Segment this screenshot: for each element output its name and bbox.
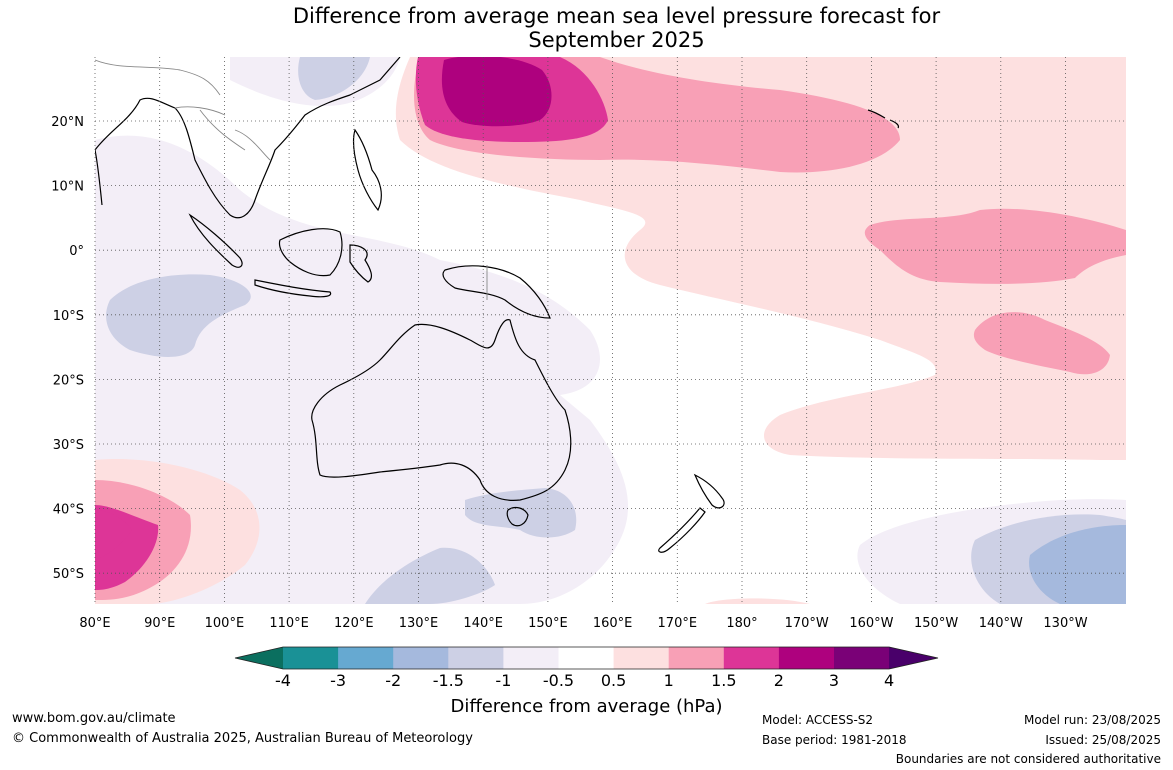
borneo-outline	[278, 228, 343, 277]
latitude-label: 30°S	[53, 438, 84, 453]
colorbar-tick-label: -1	[495, 671, 512, 690]
colorbar-swatch	[448, 647, 504, 669]
java-outline	[254, 279, 332, 298]
colorbar-swatch	[283, 647, 339, 669]
anomaly-region-neg-1-south-aus	[465, 488, 577, 538]
longitude-label: 80°E	[79, 616, 110, 631]
longitude-label: 150°E	[528, 616, 568, 631]
colorbar-swatch	[834, 647, 890, 669]
longitude-label: 160°W	[849, 616, 893, 631]
anomaly-field	[95, 57, 1126, 604]
anomaly-region-neg-1.5-se	[1029, 525, 1126, 604]
longitude-label: 110°E	[269, 616, 309, 631]
latitude-label: 20°N	[51, 115, 84, 130]
issued-text: Issued: 25/08/2025	[1045, 733, 1161, 747]
colorbar-tick-label: 2	[773, 671, 784, 690]
colorbar-tick-label: -3	[330, 671, 347, 690]
australia-outline	[311, 319, 572, 501]
model-run-text: Model run: 23/08/2025	[1023, 713, 1161, 727]
longitude-label: 170°E	[658, 616, 698, 631]
tasmania-outline	[506, 506, 529, 527]
hawaii-outline	[867, 109, 900, 129]
colorbar-tick-label: 3	[828, 671, 840, 690]
copyright-text: © Commonwealth of Australia 2025, Austra…	[12, 731, 473, 746]
disclaimer-text: Boundaries are not considered authoritat…	[895, 752, 1161, 766]
colorbar-tick-label: -0.5	[542, 671, 575, 690]
colorbar	[234, 646, 939, 670]
longitude-label: 180°	[726, 616, 757, 631]
anomaly-region-neg-1-north	[298, 57, 370, 100]
anomaly-region-pos-1-southeast	[973, 312, 1110, 375]
colorbar-swatch	[723, 647, 780, 669]
longitude-labels: 80°E 90°E 100°E 110°E 120°E 130°E 140°E 150°E 16…	[79, 616, 1087, 631]
longitude-label: 130°E	[399, 616, 439, 631]
coastlines	[95, 57, 900, 553]
anomaly-region-neg-1-west	[106, 274, 251, 357]
longitude-label: 120°E	[334, 616, 374, 631]
new-guinea-outline	[442, 265, 551, 319]
colorbar-tick-label: -4	[275, 671, 291, 690]
colorbar-tick-label: 1	[663, 671, 674, 690]
map-title: Difference from average mean sea level p…	[0, 4, 1173, 52]
india-outline	[95, 149, 103, 206]
title-line-2: September 2025	[528, 28, 705, 52]
longitude-label: 150°W	[914, 616, 958, 631]
colorbar-swatch	[668, 647, 725, 669]
colorbar-swatch	[338, 647, 394, 669]
colorbar-tick-label: -2	[385, 671, 402, 690]
philippines-outline	[352, 128, 382, 212]
colorbar-swatch	[503, 647, 559, 669]
latitude-label: 10°N	[51, 180, 84, 195]
colorbar-tick-label: 1.5	[711, 671, 737, 690]
longitude-label: 100°E	[205, 616, 245, 631]
sulawesi-outline	[349, 244, 373, 283]
colorbar-high-extend	[889, 647, 938, 669]
latitude-label: 20°S	[53, 373, 84, 388]
latitude-label: 40°S	[53, 503, 84, 518]
latitude-label: 10°S	[53, 309, 84, 324]
asia-mainland-outline	[95, 57, 401, 219]
longitude-label: 130°W	[1043, 616, 1087, 631]
latitude-label: 50°S	[53, 567, 84, 582]
anomaly-region-pos-2-north	[441, 57, 552, 127]
latitude-labels: 20°N 10°N 0° 10°S 20°S 30°S 40°S 50°S	[51, 115, 84, 582]
anomaly-region-pos-2-sw	[95, 510, 132, 560]
base-period-text: Base period: 1981-2018	[762, 733, 907, 747]
colorbar-title: Difference from average (hPa)	[450, 696, 723, 717]
longitude-label: 140°E	[463, 616, 503, 631]
colorbar-tick-label: 0.5	[600, 671, 627, 690]
anomaly-region-neg-1-southern	[365, 547, 495, 604]
border-lines	[95, 59, 488, 300]
model-text: Model: ACCESS-S2	[762, 713, 874, 727]
site-link[interactable]: www.bom.gov.au/climate	[12, 711, 176, 726]
sumatra-outline	[188, 213, 243, 268]
new-zealand-south	[658, 507, 706, 553]
longitude-label: 140°W	[979, 616, 1023, 631]
colorbar-low-extend	[235, 647, 283, 669]
anomaly-region-pos-0.5-south	[705, 598, 810, 604]
new-zealand-north	[693, 473, 725, 509]
anomaly-region-pos-1-east	[864, 208, 1126, 284]
longitude-label: 90°E	[144, 616, 175, 631]
longitude-label: 160°E	[593, 616, 633, 631]
colorbar-swatch	[393, 647, 449, 669]
colorbar-swatch	[558, 647, 615, 669]
colorbar-tick-label: -1.5	[432, 671, 464, 690]
country-borders	[95, 59, 488, 300]
colorbar-outline	[234, 646, 939, 670]
colorbar-swatch	[778, 647, 835, 669]
longitude-label: 170°W	[785, 616, 829, 631]
colorbar-tick-label: 4	[884, 671, 895, 690]
latitude-label: 0°	[69, 244, 84, 259]
title-line-1: Difference from average mean sea level p…	[292, 4, 941, 28]
colorbar-swatch	[613, 647, 670, 669]
